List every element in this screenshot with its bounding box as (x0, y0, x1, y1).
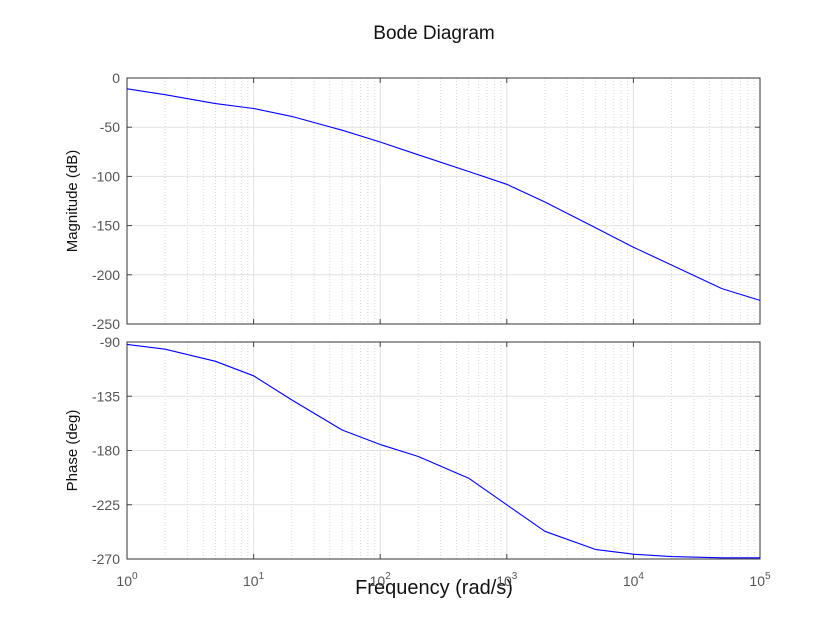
series-line (126, 88, 761, 301)
y-tick-label: -90 (100, 334, 120, 350)
y-tick-label: -135 (92, 388, 120, 404)
y-tick-label: -270 (92, 551, 120, 567)
y-tick-label: -225 (92, 497, 120, 513)
y-tick-label: -250 (92, 316, 120, 332)
x-tick-exponent: 5 (765, 571, 771, 582)
x-tick-label: 104 (623, 571, 645, 589)
x-tick-exponent: 3 (512, 571, 518, 582)
phase-panel: -90 -135 -180 -225 -270 Phase (deg) (64, 334, 761, 567)
x-tick-exponent: 2 (385, 571, 391, 582)
magnitude-panel: 0 -50 -100 -150 -200 -250 Magnitude (dB) (64, 70, 761, 332)
x-tick-exponent: 0 (132, 571, 138, 582)
x-tick-label: 101 (243, 571, 265, 589)
axes-box (126, 341, 761, 560)
x-tick-base: 10 (116, 573, 132, 589)
y-tick-label: 0 (112, 70, 120, 86)
y-tick-label: -150 (92, 218, 120, 234)
series-line (126, 343, 760, 559)
x-tick-base: 10 (496, 573, 512, 589)
x-tick-exponent: 1 (259, 571, 265, 582)
x-tick-base: 10 (749, 573, 765, 589)
y-axis-label: Magnitude (dB) (64, 150, 81, 253)
x-axis-label: Frequency (rad/s) (355, 577, 513, 599)
x-tick-base: 10 (243, 573, 259, 589)
y-axis-label: Phase (deg) (64, 410, 81, 492)
y-tick-label: -200 (92, 267, 120, 283)
x-tick-exponent: 4 (638, 571, 644, 582)
x-tick-label: 100 (116, 571, 138, 589)
chart-title: Bode Diagram (373, 23, 494, 44)
x-tick-label: 102 (370, 571, 392, 589)
y-tick-label: -100 (92, 168, 120, 184)
y-tick-label: -180 (92, 443, 120, 459)
y-tick-label: -50 (100, 119, 120, 135)
x-tick-base: 10 (623, 573, 639, 589)
x-tick-label: 103 (496, 571, 518, 589)
axes-box (126, 77, 761, 325)
x-tick-base: 10 (370, 573, 386, 589)
x-tick-label: 105 (749, 571, 771, 589)
